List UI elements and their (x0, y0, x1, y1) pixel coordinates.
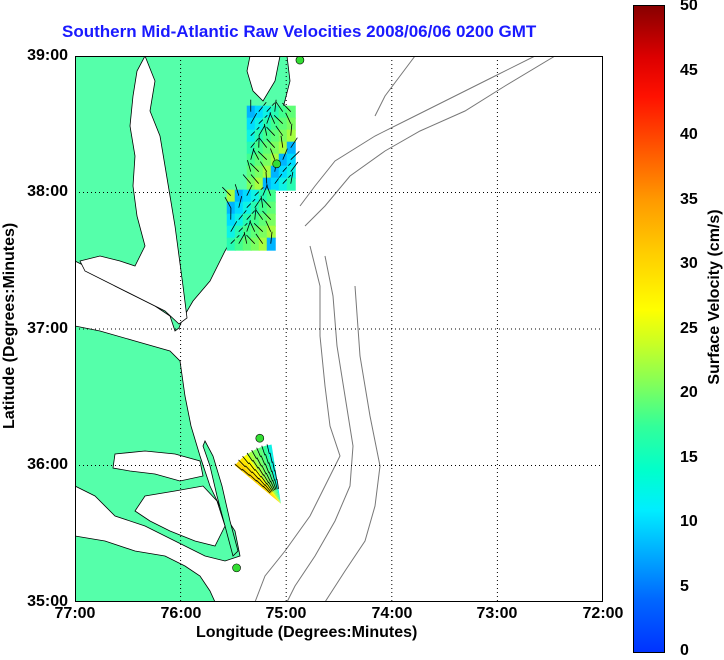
velocity-cell (227, 226, 236, 239)
velocity-cell (279, 142, 288, 155)
y-tick-label: 39:00 (2, 47, 68, 65)
colorbar-tick: 50 (680, 0, 698, 15)
velocity-cell (227, 190, 236, 203)
y-tick-label: 36:00 (2, 456, 68, 474)
colorbar-tick: 45 (680, 62, 698, 80)
velocity-cell (267, 214, 276, 227)
y-axis-label: Latitude (Degrees:Minutes) (1, 229, 19, 429)
x-tick-label: 77:00 (40, 605, 110, 623)
colorbar-tick: 15 (680, 449, 698, 467)
velocity-cell (247, 118, 256, 131)
velocity-cell (251, 238, 260, 251)
y-tick-label: 38:00 (2, 183, 68, 201)
velocity-cell (259, 226, 268, 239)
velocity-cell (243, 190, 252, 203)
colorbar-label: Surface Velocity (cm/s) (706, 167, 724, 427)
station-marker (233, 564, 241, 572)
velocity-cell (247, 154, 256, 167)
velocity-cell (235, 190, 244, 203)
map-plot-area (75, 56, 603, 602)
station-marker (296, 56, 304, 64)
colorbar-tick: 30 (680, 255, 698, 273)
velocity-cell (287, 142, 296, 155)
colorbar-tick: 40 (680, 126, 698, 144)
velocity-cell (235, 202, 244, 215)
station-marker (273, 160, 281, 168)
colorbar-tick: 25 (680, 320, 698, 338)
colorbar-tick: 10 (680, 513, 698, 531)
colorbar (633, 5, 665, 653)
velocity-cell (267, 202, 276, 215)
x-tick-label: 72:00 (568, 605, 638, 623)
colorbar-tick: 20 (680, 384, 698, 402)
velocity-cell (287, 166, 296, 179)
x-tick-label: 75:00 (251, 605, 321, 623)
x-tick-label: 76:00 (146, 605, 216, 623)
velocity-cell (259, 190, 268, 203)
velocity-cell (279, 118, 288, 131)
x-tick-label: 73:00 (462, 605, 532, 623)
velocity-cell (247, 178, 256, 191)
map-title: Southern Mid-Atlantic Raw Velocities 200… (62, 22, 536, 42)
velocity-cell (263, 178, 272, 191)
x-tick-label: 74:00 (357, 605, 427, 623)
colorbar-tick: 35 (680, 191, 698, 209)
colorbar-tick: 5 (680, 578, 689, 596)
station-marker (256, 434, 264, 442)
x-axis-label: Longitude (Degrees:Minutes) (196, 624, 417, 642)
colorbar-tick: 0 (680, 642, 689, 660)
velocity-cell (271, 130, 280, 143)
velocity-cell (235, 238, 244, 251)
velocity-cell (267, 190, 276, 203)
velocity-field-south (235, 444, 281, 503)
velocity-cell (271, 178, 280, 191)
velocity-cell (263, 154, 272, 167)
velocity-cell (259, 202, 268, 215)
velocity-cell (255, 166, 264, 179)
velocity-cell (287, 106, 296, 119)
